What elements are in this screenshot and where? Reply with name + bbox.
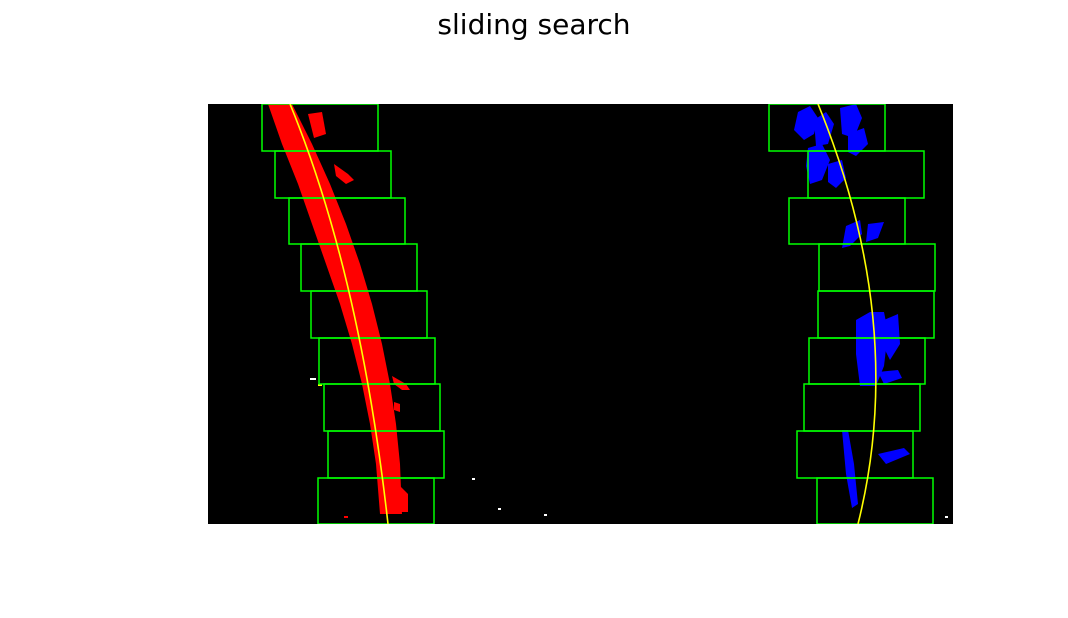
left-fit-curve bbox=[289, 104, 389, 524]
figure-title: sliding search bbox=[437, 8, 631, 41]
left-search-windows bbox=[261, 104, 445, 524]
right-window-7 bbox=[803, 383, 921, 432]
right-window-4 bbox=[818, 243, 936, 292]
right-lane-pixels bbox=[794, 104, 910, 508]
right-fit-curve bbox=[817, 104, 877, 524]
right-window-9 bbox=[816, 477, 934, 524]
right-search-windows bbox=[768, 104, 936, 524]
left-window-9 bbox=[317, 477, 435, 524]
left-lane-pixels bbox=[268, 104, 410, 514]
noise-pixels bbox=[310, 378, 948, 518]
lane-detection-image bbox=[208, 104, 953, 524]
fit-curves bbox=[289, 104, 877, 524]
